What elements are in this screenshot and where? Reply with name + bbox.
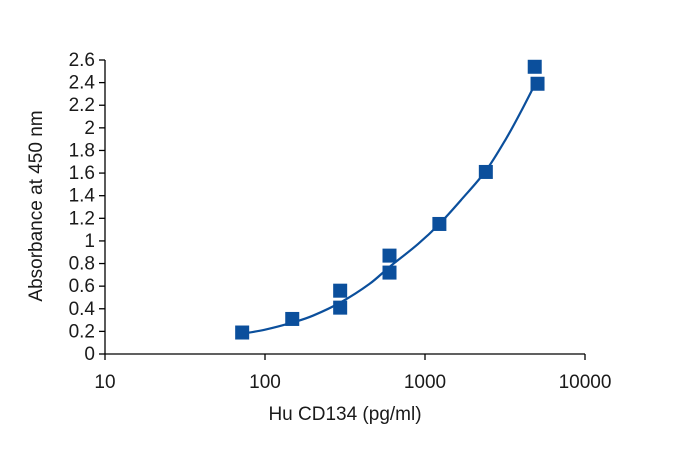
y-tick-label: 0.4	[69, 299, 96, 320]
y-tick-label: 0.2	[69, 321, 95, 342]
axes	[104, 60, 585, 355]
data-point-marker	[478, 164, 493, 179]
y-tick-label: 1.6	[69, 163, 95, 184]
data-point-marker	[527, 59, 542, 74]
y-tick-label: 1	[84, 231, 95, 252]
y-tick-label: 1.8	[69, 140, 95, 161]
data-point-marker	[432, 216, 447, 231]
y-tick-label: 2.2	[69, 95, 95, 116]
y-ticks: 00.20.40.60.811.21.41.61.822.22.42.6	[69, 50, 105, 365]
x-tick-label: 10000	[559, 372, 612, 393]
x-tick-label: 100	[249, 372, 281, 393]
x-axis-title: Hu CD134 (pg/ml)	[268, 404, 421, 425]
x-ticks: 10 100 1000 10000	[94, 354, 611, 393]
data-point-marker	[235, 325, 250, 340]
x-tick-label: 10	[94, 372, 115, 393]
data-point-marker	[285, 311, 300, 326]
y-tick-label: 2.4	[69, 73, 96, 94]
y-tick-label: 2	[84, 118, 95, 139]
y-tick-label: 0.8	[69, 254, 95, 275]
data-point-marker	[530, 76, 545, 91]
data-points	[235, 59, 545, 340]
y-axis-title: Absorbance at 450 nm	[26, 110, 47, 301]
y-tick-label: 0	[84, 344, 95, 365]
y-tick-label: 1.2	[69, 208, 95, 229]
fit-curve	[241, 78, 539, 335]
y-tick-label: 0.6	[69, 276, 95, 297]
y-tick-label: 1.4	[69, 186, 96, 207]
x-tick-label: 1000	[404, 372, 446, 393]
y-tick-label: 2.6	[69, 50, 95, 71]
data-point-marker	[333, 300, 348, 315]
data-point-marker	[333, 283, 348, 298]
data-point-marker	[382, 248, 397, 263]
data-point-marker	[382, 265, 397, 280]
